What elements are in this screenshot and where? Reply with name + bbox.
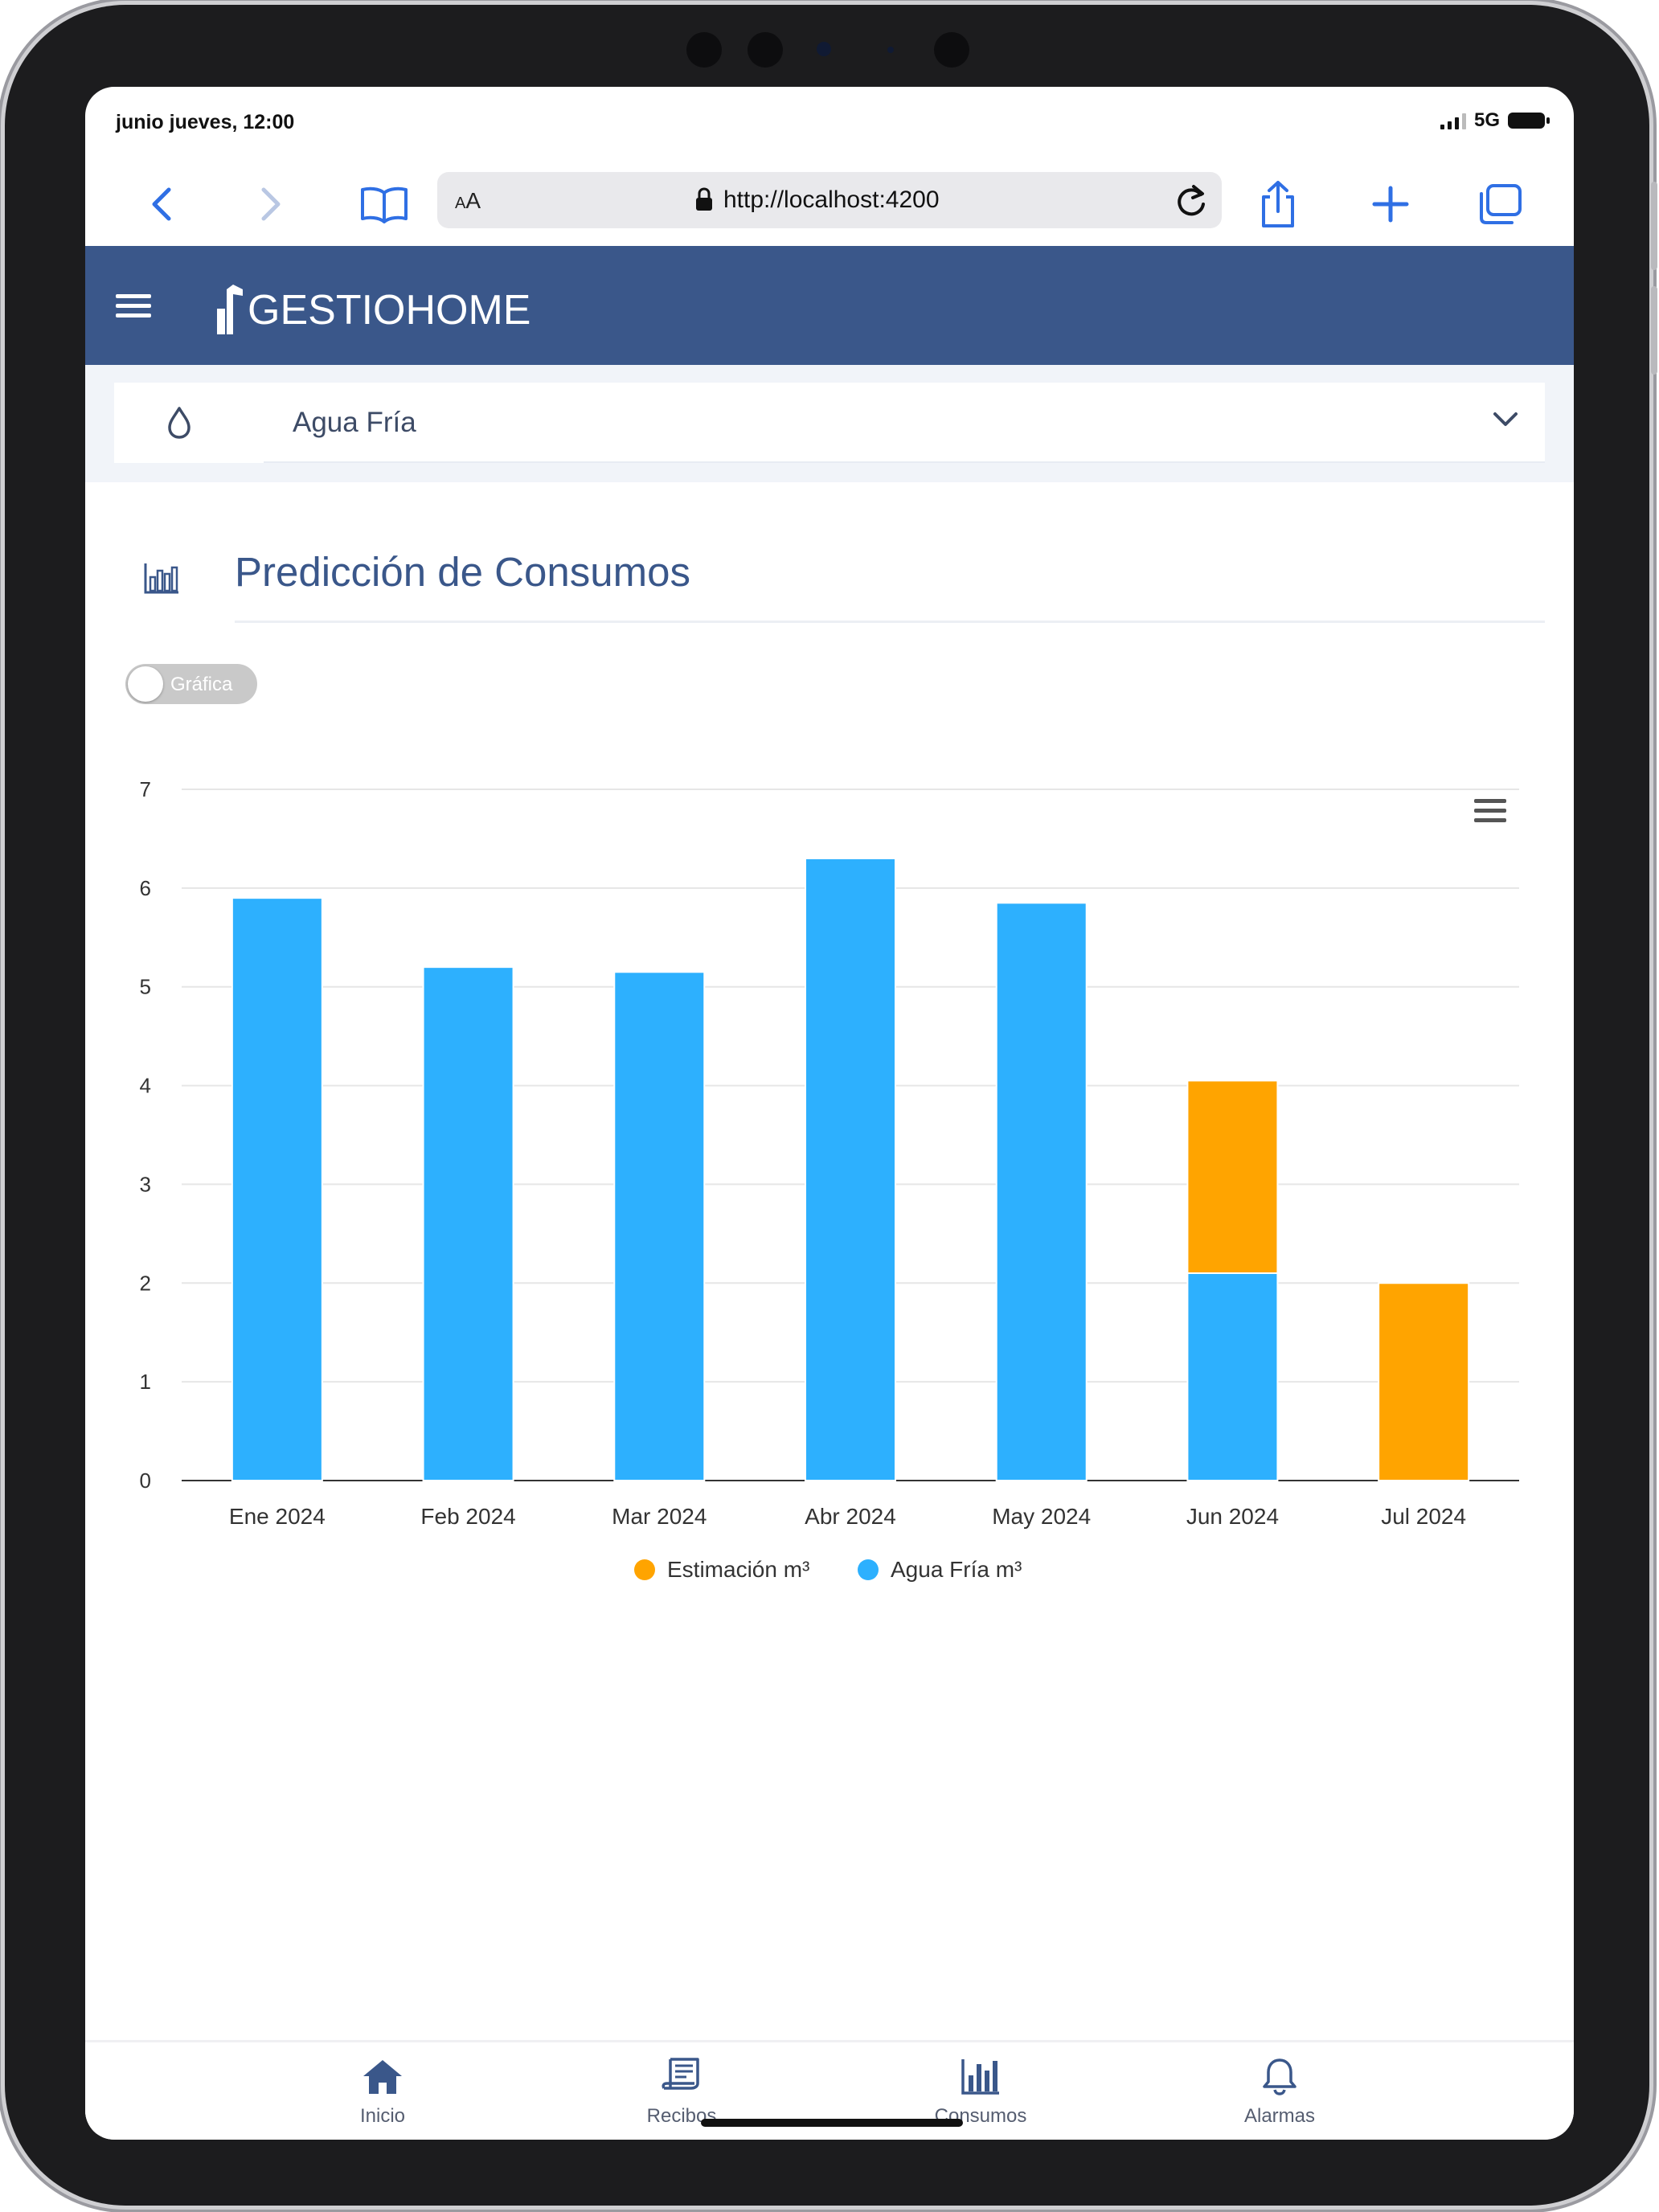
y-tick-label: 3 [140, 1172, 151, 1196]
signal-icon [1440, 112, 1466, 129]
tablet-frame: junio jueves, 12:00 5G [5, 5, 1657, 2206]
bar [1186, 1079, 1279, 1275]
browser-toolbar [85, 164, 1574, 244]
bar [805, 858, 896, 1481]
camera-lens-icon [934, 32, 969, 68]
camera-sensor-icon [887, 47, 894, 53]
bell-icon [1199, 2054, 1360, 2099]
x-tick-label: Mar 2024 [612, 1504, 707, 1529]
chart-view-toggle[interactable]: Gráfica [125, 664, 257, 704]
y-tick-label: 5 [140, 975, 151, 999]
x-tick-label: Feb 2024 [420, 1504, 515, 1529]
home-icon [302, 2054, 463, 2099]
forward-icon[interactable] [241, 175, 299, 233]
screen: junio jueves, 12:00 5G [85, 87, 1574, 2140]
back-icon[interactable] [133, 175, 191, 233]
url-text: http://localhost:4200 [723, 186, 940, 213]
nav-label: Inicio [359, 2105, 406, 2127]
consumption-chart: 0 1 2 3 4 5 6 7 Ene 2024 Feb 2024 Mar 2024 Abr 2024… [140, 777, 1519, 1582]
chart-menu-icon[interactable] [1474, 799, 1506, 826]
volume-up-button [1651, 182, 1657, 270]
bar [231, 897, 323, 1481]
y-tick-label: 4 [140, 1074, 151, 1098]
nav-label: Alarmas [1243, 2105, 1316, 2127]
status-time: junio jueves, 12:00 [116, 111, 295, 133]
water-drop-icon [166, 405, 193, 444]
x-tick-label: Ene 2024 [229, 1504, 326, 1529]
y-tick-label: 0 [140, 1469, 151, 1493]
toggle-label: Gráfica [170, 674, 233, 695]
lock-icon [694, 186, 714, 216]
status-bar: junio jueves, 12:00 5G [85, 87, 1574, 159]
x-tick-label: Jul 2024 [1381, 1504, 1466, 1529]
y-tick-label: 6 [140, 876, 151, 900]
legend-label: Estimación m³ [667, 1557, 809, 1582]
utility-selector-zone: Agua Fría [85, 365, 1574, 482]
title-divider [235, 621, 1545, 623]
selector-divider [264, 461, 1545, 463]
brand-name: GESTIOHOME [248, 287, 531, 334]
y-tick-label: 2 [140, 1271, 151, 1295]
home-indicator [701, 2119, 963, 2127]
network-label: 5G [1473, 109, 1500, 131]
receipt-icon [601, 2054, 762, 2099]
url-bar[interactable]: AA http://localhost:4200 [437, 172, 1222, 228]
legend-marker [858, 1559, 879, 1580]
nav-item-inicio[interactable]: Inicio [302, 2054, 463, 2128]
camera-sensor-icon [817, 42, 831, 56]
page-title: Predicción de Consumos [235, 549, 690, 595]
status-indicators: 5G [1440, 109, 1550, 132]
text-size-button[interactable]: AA [455, 188, 481, 213]
bar [422, 966, 514, 1481]
nav-item-recibos[interactable]: Recibos [601, 2054, 762, 2128]
utility-select-value: Agua Fría [293, 407, 416, 438]
hamburger-menu-icon[interactable] [116, 294, 151, 318]
bar-chart-icon [900, 2054, 1061, 2099]
bar [613, 971, 706, 1482]
bookmarks-icon[interactable] [355, 175, 413, 233]
share-icon[interactable] [1249, 175, 1307, 233]
reload-icon[interactable] [1172, 180, 1210, 224]
bar [995, 902, 1088, 1481]
camera-lens-icon [686, 32, 722, 68]
x-tick-label: Abr 2024 [805, 1504, 896, 1529]
camera-bar [5, 32, 1649, 68]
bar [1378, 1282, 1470, 1482]
battery-icon [1508, 113, 1550, 129]
bar-chart-icon [143, 561, 180, 599]
x-tick-label: May 2024 [992, 1504, 1091, 1529]
nav-item-consumos[interactable]: Consumos [900, 2054, 1061, 2128]
x-tick-label: Jun 2024 [1186, 1504, 1279, 1529]
utility-select[interactable]: Agua Fría [114, 383, 1545, 463]
y-tick-label: 7 [140, 777, 151, 801]
volume-down-button [1651, 286, 1657, 375]
camera-lens-icon [748, 32, 783, 68]
app-logo: GESTIOHOME [215, 278, 530, 334]
y-tick-label: 1 [140, 1370, 151, 1394]
legend-marker [634, 1559, 655, 1580]
nav-item-alarmas[interactable]: Alarmas [1199, 2054, 1360, 2128]
building-logo-icon [217, 285, 243, 334]
toggle-knob[interactable] [128, 666, 163, 702]
legend-label: Agua Fría m³ [891, 1557, 1022, 1582]
app-header: GESTIOHOME [85, 246, 1574, 365]
tabs-icon[interactable] [1471, 175, 1529, 233]
new-tab-icon[interactable] [1362, 175, 1419, 233]
bar [1186, 1272, 1279, 1481]
chevron-down-icon[interactable] [1492, 410, 1519, 433]
